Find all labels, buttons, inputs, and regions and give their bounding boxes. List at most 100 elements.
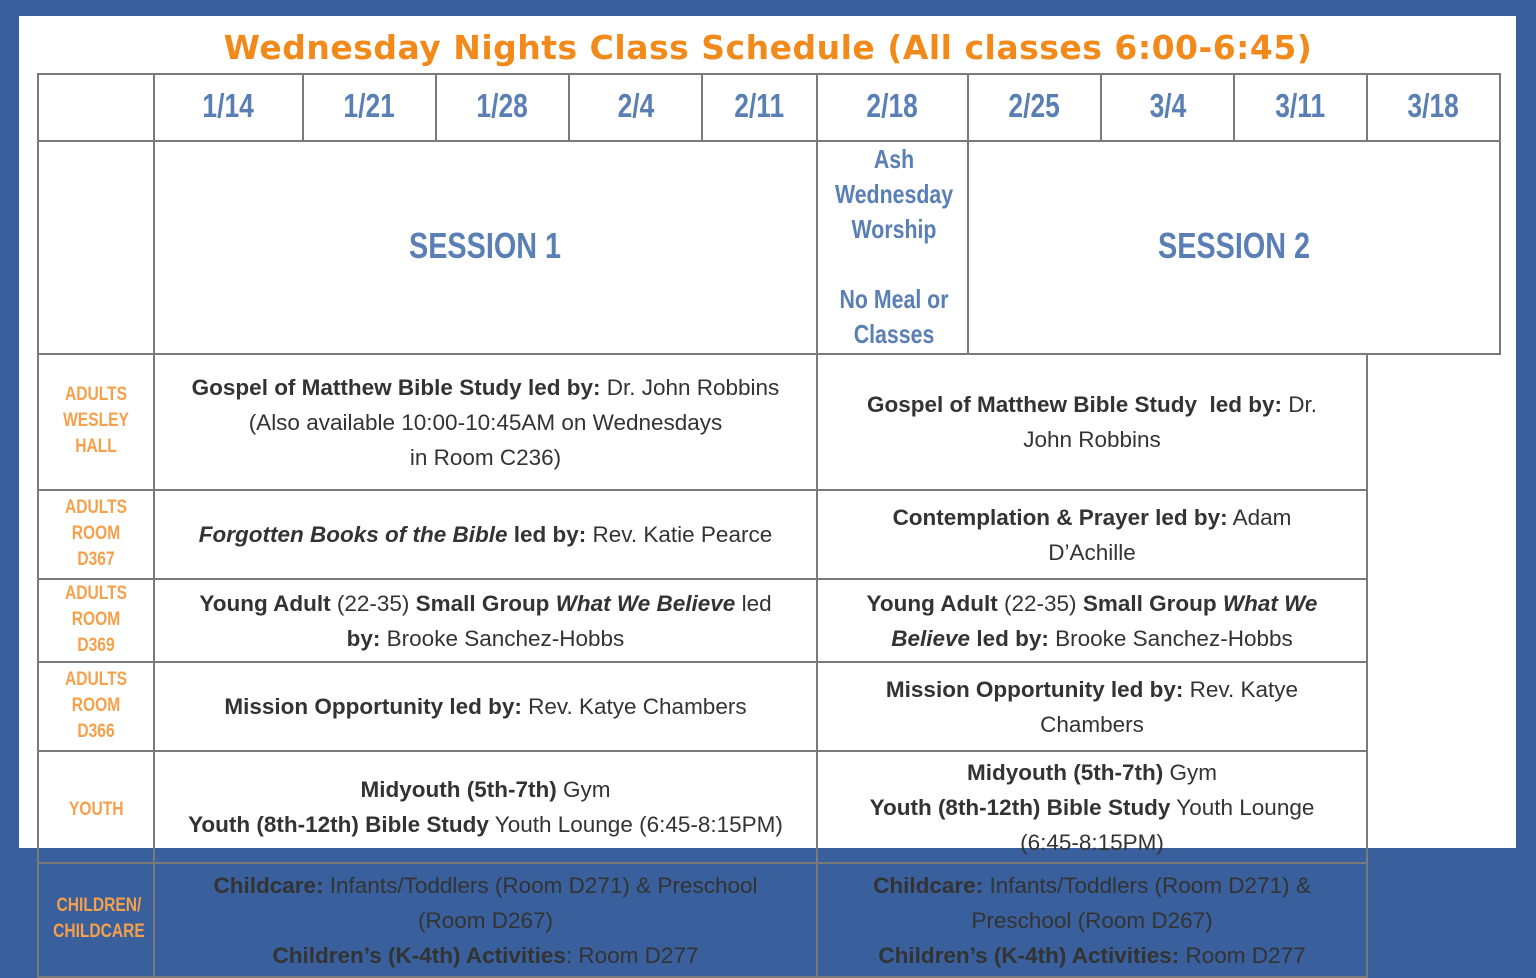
text-segment: Mission Opportunity led by: xyxy=(224,694,522,719)
session-1-class: Forgotten Books of the Bible led by: Rev… xyxy=(153,489,818,580)
text-segment: Youth (8th-12th) Bible Study xyxy=(188,812,489,837)
class-row: ADULTS ROOM D369 Young Adult (22-35) Small… xyxy=(37,578,1500,663)
date-label: 3/4 xyxy=(1149,87,1186,124)
cell-line: (Also available 10:00-10:45AM on Wednesd… xyxy=(159,405,812,440)
text-segment: Young Adult xyxy=(866,590,998,616)
text-segment: Forgotten Books of the Bible xyxy=(198,522,508,547)
date-cell: 3/18 xyxy=(1366,73,1501,142)
session-2-class: Young Adult (22-35) Small Group What We B… xyxy=(816,578,1368,663)
date-label: 3/11 xyxy=(1275,87,1326,124)
text-segment: Youth (8th-12th) Bible Study xyxy=(869,794,1171,820)
text-segment: (Room D267) xyxy=(417,907,554,933)
session-2-class: Childcare: Infants/Toddlers (Room D271) … xyxy=(816,862,1368,978)
cell-line: Believe led by: Brooke Sanchez-Hobbs xyxy=(822,621,1362,656)
cell-line: (Room D267) xyxy=(159,903,812,938)
group-label-line: CHILDREN/ xyxy=(56,895,142,916)
ash-line-2: Wednesday xyxy=(834,179,954,209)
text-segment: Dr. xyxy=(1282,392,1318,417)
text-segment: : Room D277 xyxy=(565,942,699,968)
schedule-table: 1/14 1/21 1/28 2/4 2/11 2/18 2/25 3/4 3/11 3/18 S… xyxy=(37,73,1501,978)
text-segment: Young Adult xyxy=(199,590,331,616)
text-segment: D’Achille xyxy=(1048,539,1136,565)
text-segment: (22-35) xyxy=(997,590,1083,616)
cell-line: Contemplation & Prayer led by: Adam xyxy=(822,500,1362,535)
cell-line: Mission Opportunity led by: Rev. Katye xyxy=(822,672,1362,707)
date-header-row: 1/14 1/21 1/28 2/4 2/11 2/18 2/25 3/4 3/11 3/18 xyxy=(37,73,1501,142)
group-label: ADULTS ROOM D366 xyxy=(53,667,140,745)
group-label: ADULTS ROOM D367 xyxy=(53,495,140,573)
text-segment: by: xyxy=(346,625,381,651)
cell-line: Gospel of Matthew Bible Study led by: Dr… xyxy=(822,387,1362,422)
date-cell: 2/11 xyxy=(701,73,818,142)
text-segment: Brooke Sanchez-Hobbs xyxy=(380,625,625,651)
date-label: 3/18 xyxy=(1407,87,1460,124)
text-segment: Dr. John Robbins xyxy=(600,374,780,400)
cell-line: Preschool (Room D267) xyxy=(822,903,1362,938)
cell-line: Children’s (K-4th) Activities: Room D277 xyxy=(822,938,1362,973)
group-label-line: ADULTS xyxy=(64,668,128,690)
date-cell: 2/18 xyxy=(816,73,969,142)
group-label-line: WESLEY HALL xyxy=(63,410,129,457)
text-segment: Preschool (Room D267) xyxy=(971,907,1213,933)
ash-wednesday-note: Ash Wednesday Worship No Meal or Classes xyxy=(835,142,953,352)
group-label-cell: CHILDREN/CHILDCARE xyxy=(37,862,155,978)
group-label-line: YOUTH xyxy=(68,798,124,820)
text-segment: Infants/Toddlers (Room D271) & xyxy=(983,872,1311,898)
text-segment: led by: xyxy=(507,522,587,547)
ash-line-1: Ash xyxy=(873,144,915,174)
date-cell: 1/21 xyxy=(302,73,437,142)
cell-line: Forgotten Books of the Bible led by: Rev… xyxy=(159,517,812,552)
cell-line: Children’s (K-4th) Activities: Room D277 xyxy=(159,938,812,973)
text-segment: Infants/Toddlers (Room D271) & Preschool xyxy=(323,872,758,898)
group-label-cell: ADULTS ROOM D366 xyxy=(37,661,155,752)
cell-line: D’Achille xyxy=(822,535,1362,570)
text-segment: Midyouth (5th-7th) xyxy=(360,777,557,802)
text-segment: Childcare: xyxy=(213,872,324,898)
text-segment: What We xyxy=(1222,590,1318,616)
cell-line: Midyouth (5th-7th) Gym xyxy=(159,772,812,807)
text-segment: Childcare: xyxy=(873,872,984,898)
date-cell: 3/4 xyxy=(1100,73,1235,142)
session-2-class: Contemplation & Prayer led by: Adam D’Ach… xyxy=(816,489,1368,580)
cell-line: Childcare: Infants/Toddlers (Room D271) … xyxy=(159,868,812,903)
no-meal-line-2: Classes xyxy=(853,319,935,349)
session-2-header: SESSION 2 xyxy=(967,140,1501,355)
session-1-class: Childcare: Infants/Toddlers (Room D271) … xyxy=(153,862,818,978)
group-label-cell: YOUTH xyxy=(37,750,155,864)
text-segment: Youth Lounge (6:45-8:15PM) xyxy=(488,812,783,837)
date-cell: 2/25 xyxy=(967,73,1102,142)
group-label-line: ADULTS xyxy=(64,496,128,518)
text-segment: (Also available 10:00-10:45AM on Wednesd… xyxy=(248,409,723,435)
group-label: YOUTH xyxy=(69,797,124,823)
text-segment: Gym xyxy=(556,777,611,802)
session-1-title: SESSION 1 xyxy=(409,224,562,266)
text-segment: Chambers xyxy=(1040,711,1144,737)
text-segment: Room D277 xyxy=(1179,942,1306,968)
text-segment: Small Group xyxy=(415,590,556,616)
cell-line: Young Adult (22-35) Small Group What We xyxy=(822,586,1362,621)
cell-line: (6:45-8:15PM) xyxy=(822,825,1362,860)
date-cell: 1/14 xyxy=(153,73,304,142)
ash-line-3: Worship xyxy=(851,214,937,244)
date-cell: 2/4 xyxy=(568,73,703,142)
group-label: CHILDREN/CHILDCARE xyxy=(53,893,145,945)
text-segment: Children’s (K-4th) Activities: xyxy=(878,942,1180,968)
ash-wednesday-cell: Ash Wednesday Worship No Meal or Classes xyxy=(816,140,969,355)
session-1-header: SESSION 1 xyxy=(153,140,818,355)
date-label: 2/25 xyxy=(1008,87,1061,124)
text-segment: in Room C236) xyxy=(409,444,562,470)
class-row: YOUTH Midyouth (5th-7th) Gym Youth (8th-12… xyxy=(37,750,1500,864)
cell-line: by: Brooke Sanchez-Hobbs xyxy=(159,621,812,656)
session-2-title: SESSION 2 xyxy=(1157,224,1311,266)
group-label-line: ROOM D369 xyxy=(71,608,121,656)
text-segment: Rev. Katye xyxy=(1183,676,1299,702)
text-segment: led xyxy=(735,590,772,616)
text-segment: Children’s (K-4th) Activities xyxy=(272,942,566,968)
text-segment: Adam xyxy=(1227,504,1292,530)
text-segment: Rev. Katie Pearce xyxy=(586,522,773,547)
text-segment: Gym xyxy=(1163,759,1217,785)
session-1-class: Gospel of Matthew Bible Study led by: Dr… xyxy=(153,353,818,491)
date-label: 1/28 xyxy=(476,87,529,124)
text-segment: Midyouth (5th-7th) xyxy=(967,759,1164,785)
text-segment: Mission Opportunity led by: xyxy=(885,676,1184,702)
